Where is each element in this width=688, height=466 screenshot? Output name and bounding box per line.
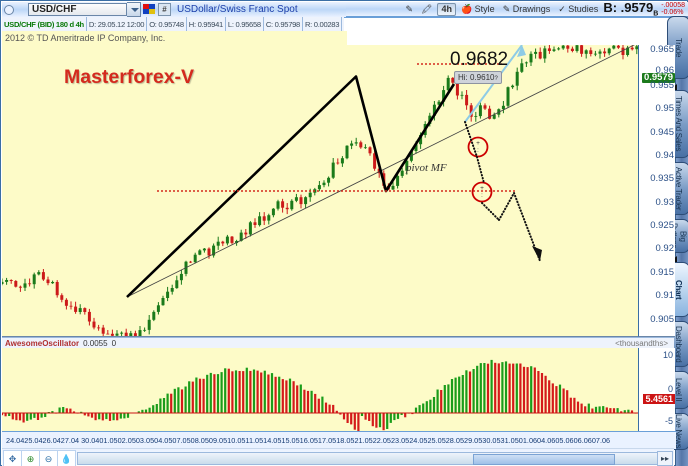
svg-text:+: + <box>476 140 480 147</box>
svg-text:+: + <box>480 185 484 192</box>
svg-text::: : <box>477 148 479 154</box>
svg-text::: : <box>481 193 483 199</box>
